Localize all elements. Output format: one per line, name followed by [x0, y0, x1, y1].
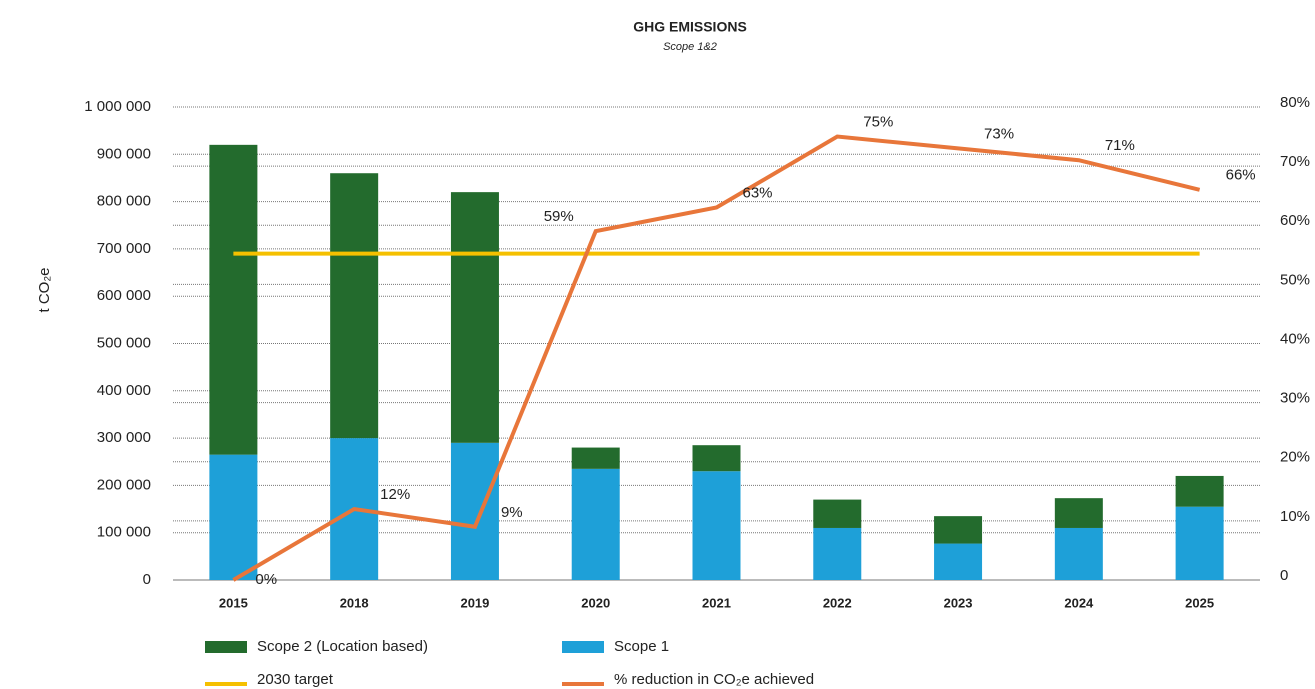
legend-swatch [205, 641, 247, 653]
data-label: 63% [743, 184, 773, 201]
yticks-label: 600 000 [97, 287, 151, 304]
yticks-label: 100 000 [97, 524, 151, 541]
bar-segment [571, 447, 620, 469]
bar-segment [1054, 498, 1103, 528]
bar-segment [692, 445, 741, 472]
x-tick-label: 2015 [219, 595, 248, 610]
bar-segment [209, 454, 258, 580]
x-tick-label: 2022 [823, 595, 852, 610]
x-tick-label: 2020 [581, 595, 610, 610]
x-tick-label: 2024 [1064, 595, 1094, 610]
y2ticks-label: 80% [1280, 94, 1310, 111]
y2ticks-label: 40% [1280, 330, 1310, 347]
y2ticks-label: 10% [1280, 508, 1310, 525]
data-label: 9% [501, 504, 523, 521]
bar-segment [934, 543, 983, 580]
data-label: 71% [1105, 137, 1135, 154]
bar-segment [330, 173, 379, 439]
data-label: 73% [984, 125, 1014, 142]
y2ticks-label: 20% [1280, 449, 1310, 466]
yticks-label: 800 000 [97, 193, 151, 210]
x-tick-label: 2023 [944, 595, 973, 610]
bar-segment [209, 144, 258, 455]
bar-segment [450, 192, 499, 443]
yticks-label: 700 000 [97, 240, 151, 257]
legend-label: Scope 2 (Location based) [257, 638, 428, 655]
data-label: 12% [380, 486, 410, 503]
bar-segment [571, 468, 620, 580]
yticks-label: 900 000 [97, 145, 151, 162]
bar-segment [813, 499, 862, 528]
yticks-label: 200 000 [97, 476, 151, 493]
y2ticks-label: 0 [1280, 567, 1288, 584]
yticks-label: 500 000 [97, 334, 151, 351]
bar-segment [692, 471, 741, 580]
bar-segment [1175, 475, 1224, 507]
yticks-label: 400 000 [97, 382, 151, 399]
x-tick-label: 2021 [702, 595, 731, 610]
line-series [232, 134, 1201, 582]
y2ticks-label: 70% [1280, 153, 1310, 170]
x-tick-label: 2019 [460, 595, 489, 610]
bar-segment [1054, 527, 1103, 580]
bar-segment [450, 442, 499, 580]
bar-segment [1175, 506, 1224, 580]
data-label: 0% [255, 571, 277, 588]
yticks-label: 0 [143, 571, 151, 588]
y2ticks-label: 50% [1280, 271, 1310, 288]
chart-title: GHG EMISSIONS [633, 19, 747, 35]
bar-segment [934, 516, 983, 544]
chart-subtitle: Scope 1&2 [663, 41, 717, 53]
y-axis-label: t CO₂e [36, 268, 53, 313]
y2ticks-label: 30% [1280, 390, 1310, 407]
y2ticks-label: 60% [1280, 212, 1310, 229]
legend-swatch [562, 641, 604, 653]
data-label: 75% [863, 114, 893, 131]
data-label: 66% [1226, 167, 1256, 184]
legend-label: 2030 target [257, 671, 334, 688]
data-label: 59% [544, 208, 574, 225]
x-tick-label: 2025 [1185, 595, 1214, 610]
legend-label: Scope 1 [614, 638, 669, 655]
yticks-label: 300 000 [97, 429, 151, 446]
x-tick-label: 2018 [340, 595, 369, 610]
yticks-label: 1 000 000 [84, 98, 151, 115]
legend-label: % reduction in CO₂e achieved [614, 671, 814, 688]
bar-segment [813, 527, 862, 580]
